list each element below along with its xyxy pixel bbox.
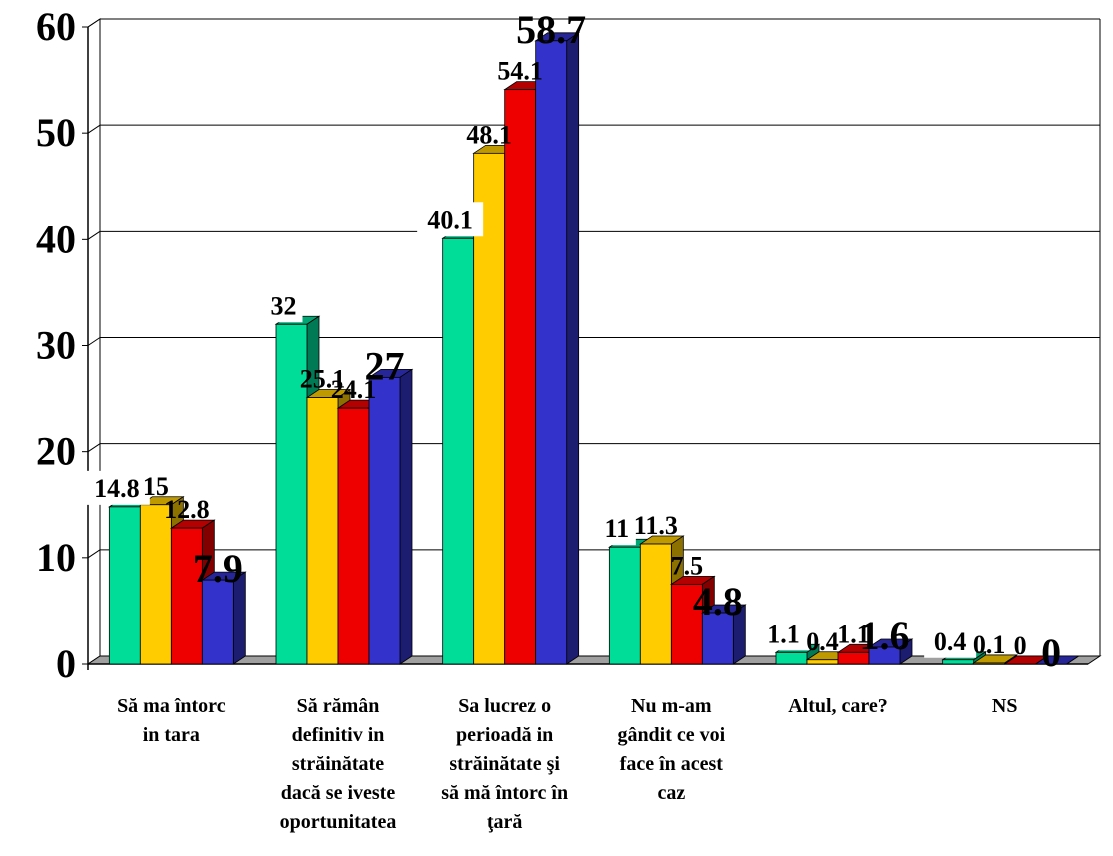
x-category-label-line: Să ma întorc <box>117 695 226 717</box>
data-label: 58.7 <box>516 7 586 52</box>
bar-side <box>399 368 413 665</box>
x-category-label-line: străinătate <box>292 753 384 775</box>
y-tick-label: 60 <box>36 4 76 49</box>
gridline-diagonal <box>87 18 101 28</box>
bar <box>639 535 685 665</box>
bar-front <box>275 323 308 665</box>
data-label: 0.1 <box>973 630 1006 659</box>
bar <box>201 571 247 665</box>
x-category-label: Să ma întorc in tara <box>117 695 226 746</box>
bar-side <box>1066 655 1079 665</box>
bar-front <box>337 407 370 665</box>
data-label-bg <box>597 511 636 546</box>
bar-front <box>868 646 901 665</box>
y-tick-label: 10 <box>36 535 76 580</box>
bar <box>367 368 414 665</box>
bar-front <box>201 579 234 665</box>
data-label: 0 <box>1041 630 1061 675</box>
x-category-label-line: străinătate şi <box>449 753 560 775</box>
bar-front <box>535 40 568 665</box>
x-category-label-line: să mă întorc în <box>441 782 568 804</box>
data-label: 14.8 <box>94 474 140 503</box>
bar-front <box>806 659 839 665</box>
gridline-diagonal <box>87 443 101 453</box>
x-category-label-line: Altul, care? <box>788 695 888 717</box>
data-label-bg <box>264 288 303 323</box>
data-label: 40.1 <box>427 205 473 234</box>
data-label-bg <box>417 202 484 237</box>
x-category-label: Nu m-am gândit ce voi face în acest caz <box>617 695 725 804</box>
data-label: 7.9 <box>193 546 243 591</box>
bar-front <box>473 152 506 665</box>
bar-front <box>639 543 672 665</box>
data-label: 0.4 <box>806 627 839 656</box>
bar <box>701 604 747 665</box>
bar-front <box>139 504 172 665</box>
x-category-label: Altul, care? <box>788 695 888 717</box>
data-label-bg <box>924 623 977 658</box>
data-label: 1.1 <box>837 619 870 648</box>
bar-front <box>504 89 537 665</box>
gridline-diagonal <box>87 549 101 559</box>
data-label: 54.1 <box>497 57 543 86</box>
y-tick-label: 0 <box>56 641 76 686</box>
x-category-label-line: in tara <box>143 724 200 746</box>
x-category-label: Sa lucrez o perioadă in străinătate şi să m… <box>441 695 568 833</box>
bar-front <box>942 659 975 665</box>
bar <box>1034 655 1080 665</box>
bar-front <box>368 376 401 665</box>
y-tick-label: 20 <box>36 429 76 474</box>
bar-front <box>701 612 734 665</box>
bar-front <box>608 546 641 665</box>
x-category-label-line: ţară <box>487 811 523 833</box>
data-label: 24.1 <box>331 375 377 404</box>
y-tick-label: 50 <box>36 110 76 155</box>
bar-front <box>306 397 339 665</box>
gridline-diagonal <box>87 230 101 240</box>
x-category-label: NS <box>992 695 1018 717</box>
bar-side <box>566 32 580 665</box>
bar <box>534 32 580 665</box>
x-category-label-line: gândit ce voi <box>617 724 725 746</box>
bar <box>867 638 914 665</box>
x-category-label-line: definitiv in <box>292 724 385 746</box>
data-label: 15 <box>143 472 169 501</box>
data-label: 0 <box>1014 631 1027 660</box>
y-tick-label: 30 <box>36 323 76 368</box>
x-category-label-line: Sa lucrez o <box>458 695 551 717</box>
data-label: 25.1 <box>300 365 346 394</box>
data-label: 7.5 <box>671 551 704 580</box>
bar-front <box>973 662 1006 665</box>
data-label: 27 <box>365 343 405 388</box>
data-label: 11 <box>605 514 630 543</box>
data-label: 32 <box>271 291 297 320</box>
data-label: 12.8 <box>164 495 210 524</box>
data-label: 48.1 <box>466 120 512 149</box>
gridline-diagonal <box>87 337 101 346</box>
data-label: 4.8 <box>693 579 743 624</box>
x-category-label-line: caz <box>657 782 685 804</box>
bar-front <box>108 506 141 665</box>
data-label: 11.3 <box>634 511 678 540</box>
x-category-label: Să rămân definitiv in străinătate dacă se i… <box>280 695 397 833</box>
data-label: 1.1 <box>767 619 800 648</box>
bar-front <box>775 651 808 665</box>
y-tick-label: 40 <box>36 216 76 261</box>
data-label-bg <box>757 616 810 651</box>
x-category-label-line: Nu m-am <box>631 695 712 717</box>
bar-front <box>442 237 475 665</box>
x-category-label-line: oportunitatea <box>280 811 397 833</box>
x-category-label-line: dacă se iveste <box>281 782 396 804</box>
gridline-diagonal <box>87 124 101 134</box>
data-label-bg <box>83 470 150 505</box>
x-category-label-line: perioadă in <box>456 724 553 746</box>
x-category-label-line: face în acest <box>620 753 724 775</box>
data-label: 0.4 <box>934 627 967 656</box>
x-category-label-line: NS <box>992 695 1018 717</box>
data-label: 1.6 <box>860 613 910 658</box>
x-category-label-line: Să rămân <box>297 695 380 717</box>
bar-front <box>170 527 203 665</box>
